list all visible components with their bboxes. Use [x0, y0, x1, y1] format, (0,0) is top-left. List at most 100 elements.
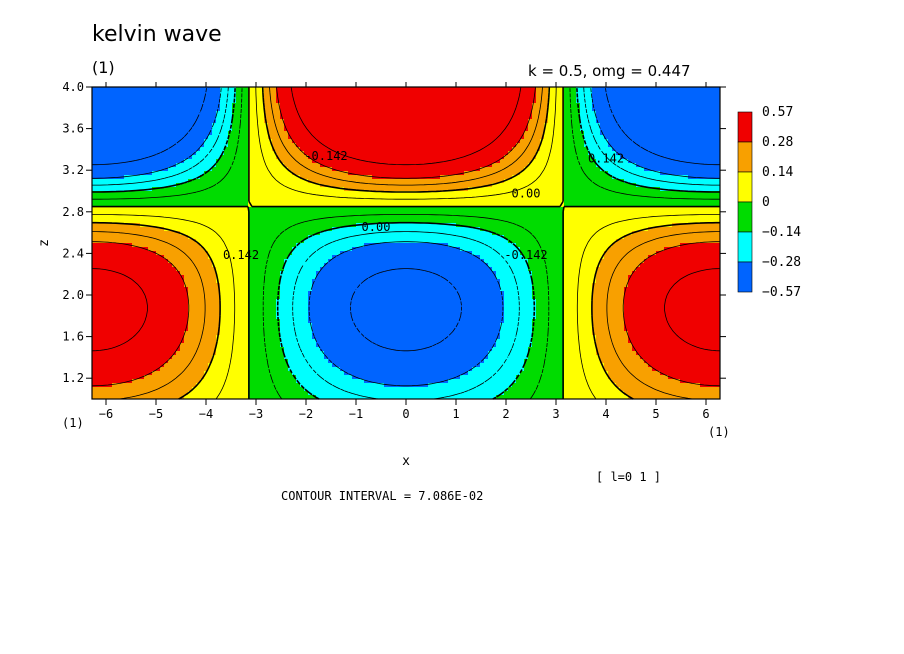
field-cell — [236, 207, 241, 212]
field-cell — [228, 111, 233, 116]
field-cell — [228, 151, 233, 156]
field-cell — [684, 139, 689, 144]
field-cell — [144, 111, 149, 116]
field-cell — [268, 179, 273, 184]
field-cell — [660, 95, 665, 100]
field-cell — [468, 123, 473, 128]
field-cell — [188, 155, 193, 160]
field-cell — [556, 163, 561, 168]
field-cell — [580, 211, 585, 216]
field-cell — [288, 87, 293, 92]
field-cell — [356, 163, 361, 168]
field-cell — [716, 167, 721, 172]
field-cell — [132, 115, 137, 120]
field-cell — [100, 143, 105, 148]
field-cell — [432, 195, 437, 200]
field-cell — [576, 155, 581, 160]
field-cell — [236, 123, 241, 128]
field-cell — [344, 95, 349, 100]
field-cell — [504, 95, 509, 100]
field-cell — [376, 111, 381, 116]
field-cell — [240, 179, 245, 184]
field-cell — [448, 131, 453, 136]
field-cell — [448, 119, 453, 124]
field-cell — [628, 135, 633, 140]
field-cell — [444, 175, 449, 180]
field-cell — [676, 203, 681, 208]
field-cell — [520, 131, 525, 136]
field-cell — [120, 127, 125, 132]
field-cell — [704, 135, 709, 140]
field-cell — [692, 167, 697, 172]
field-cell — [232, 139, 237, 144]
field-cell — [184, 95, 189, 100]
field-cell — [312, 171, 317, 176]
field-cell — [104, 103, 109, 108]
field-cell — [408, 155, 413, 160]
field-cell — [548, 147, 553, 152]
field-cell — [460, 191, 465, 196]
field-cell — [672, 163, 677, 168]
field-cell — [524, 207, 529, 212]
field-cell — [584, 211, 589, 216]
field-cell — [388, 163, 393, 168]
field-cell — [420, 199, 425, 204]
field-cell — [584, 123, 589, 128]
field-cell — [620, 175, 625, 180]
field-cell — [244, 103, 249, 108]
field-cell — [408, 207, 413, 212]
field-cell — [712, 131, 717, 136]
field-cell — [368, 123, 373, 128]
field-cell — [616, 207, 621, 212]
field-cell — [180, 123, 185, 128]
field-cell — [468, 87, 473, 92]
field-cell — [272, 107, 277, 112]
field-cell — [672, 127, 677, 132]
field-cell — [532, 143, 537, 148]
field-cell — [232, 183, 237, 188]
field-cell — [384, 135, 389, 140]
field-cell — [408, 203, 413, 208]
field-cell — [580, 107, 585, 112]
field-cell — [408, 163, 413, 168]
field-cell — [412, 179, 417, 184]
field-cell — [392, 119, 397, 124]
field-cell — [336, 139, 341, 144]
field-cell — [696, 147, 701, 152]
field-cell — [200, 107, 205, 112]
field-cell — [384, 183, 389, 188]
field-cell — [188, 203, 193, 208]
field-cell — [712, 163, 717, 168]
field-cell — [216, 103, 221, 108]
field-cell — [184, 111, 189, 116]
field-cell — [684, 171, 689, 176]
field-cell — [120, 183, 125, 188]
field-cell — [152, 99, 157, 104]
field-cell — [204, 111, 209, 116]
field-cell — [480, 139, 485, 144]
field-cell — [164, 119, 169, 124]
field-cell — [656, 203, 661, 208]
field-cell — [244, 123, 249, 128]
field-cell — [500, 155, 505, 160]
field-cell — [580, 151, 585, 156]
field-cell — [212, 155, 217, 160]
field-cell — [448, 163, 453, 168]
field-cell — [424, 111, 429, 116]
field-cell — [148, 151, 153, 156]
field-cell — [412, 195, 417, 200]
field-cell — [120, 99, 125, 104]
field-cell — [472, 183, 477, 188]
field-cell — [712, 207, 717, 212]
field-cell — [224, 191, 229, 196]
field-cell — [408, 87, 413, 92]
field-cell — [224, 111, 229, 116]
field-cell — [152, 167, 157, 172]
field-cell — [352, 103, 357, 108]
field-cell — [184, 171, 189, 176]
field-cell — [564, 143, 569, 148]
field-cell — [548, 95, 553, 100]
field-cell — [656, 207, 661, 212]
field-cell — [544, 211, 549, 216]
field-cell — [368, 195, 373, 200]
